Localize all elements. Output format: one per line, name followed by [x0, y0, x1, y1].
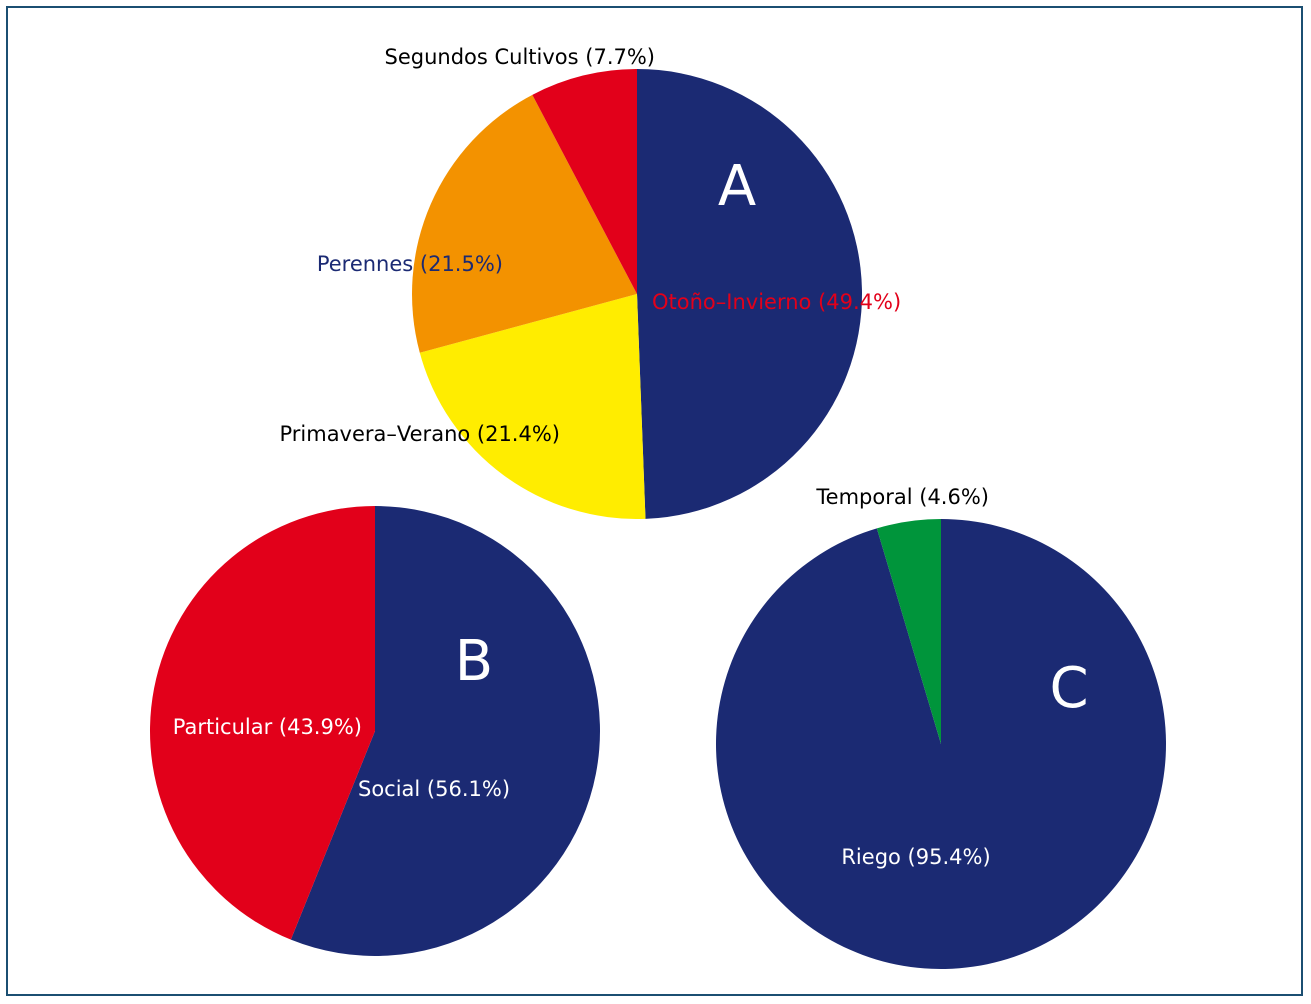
pie-b-label-1: Particular (43.9%): [173, 715, 362, 739]
pie-a-slice-2: [411, 94, 637, 353]
pie-c-label-1: Temporal (4.6%): [815, 485, 989, 509]
pie-b-letter: B: [455, 629, 493, 694]
pie-a-label-0: Otoño–Invierno (49.4%): [652, 290, 901, 314]
pie-b-slice-1: [149, 506, 375, 940]
pie-a-slice-0: [637, 69, 863, 519]
pie-c-letter: C: [1049, 656, 1088, 721]
pie-c-label-0: Riego (95.4%): [841, 845, 990, 869]
pie-b-label-0: Social (56.1%): [358, 777, 510, 801]
pie-a-slice-3: [532, 69, 637, 294]
pie-c-slice-0: [716, 519, 1167, 969]
pie-a-label-1: Primavera–Verano (21.4%): [279, 422, 560, 446]
pie-c-slice-1: [876, 519, 941, 744]
pie-a-slice-1: [419, 294, 646, 519]
pie-a-letter: A: [718, 154, 756, 219]
pie-b-slice-0: [290, 506, 600, 956]
pie-a-label-3: Segundos Cultivos (7.7%): [385, 45, 656, 69]
pie-a-label-2: Perennes (21.5%): [317, 252, 503, 276]
